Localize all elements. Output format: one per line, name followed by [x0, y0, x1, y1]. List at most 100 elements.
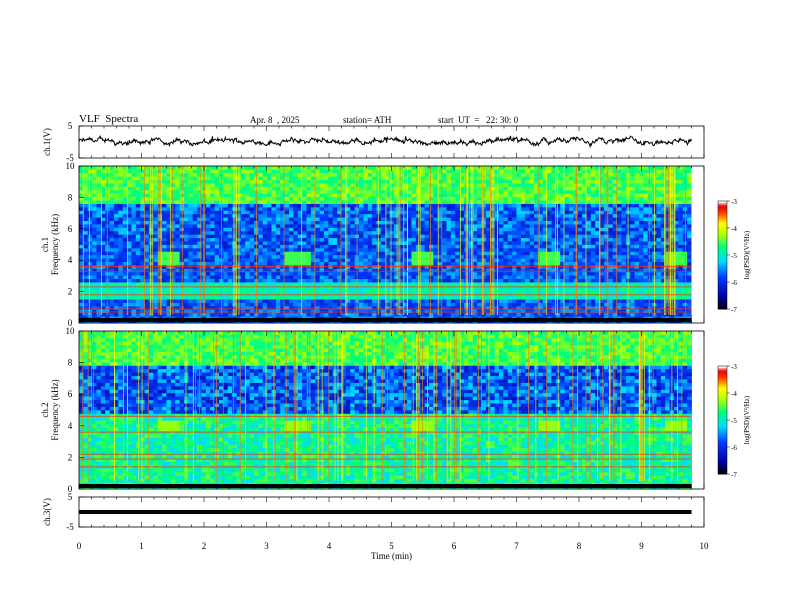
spectrogram-cell	[166, 295, 172, 300]
spectrogram-cell	[516, 196, 522, 201]
spectrogram-cell	[485, 169, 491, 174]
spectrogram-cell	[87, 196, 93, 201]
spectrogram-cell	[472, 234, 478, 239]
spectrogram-cell	[529, 172, 535, 177]
spectrogram-cell	[516, 275, 522, 280]
spectrogram-cell	[468, 186, 474, 191]
spectrogram-cell	[310, 189, 316, 194]
spectrogram-cell	[306, 241, 312, 245]
spectrogram-cell	[140, 234, 146, 239]
spectrogram-cell	[542, 295, 548, 300]
spectrogram-cell	[109, 210, 115, 215]
spectrogram-cell	[363, 254, 369, 259]
spectrogram-cell	[166, 166, 172, 170]
spectrogram-cell	[227, 196, 233, 201]
spectrogram-cell	[398, 292, 404, 297]
spectrogram-cell	[350, 241, 356, 245]
spectrogram-cell	[114, 224, 119, 228]
spectrogram-cell	[149, 213, 154, 218]
spectrogram-cell	[245, 258, 251, 262]
spectrogram-cell	[192, 302, 198, 307]
spectrogram-cell	[240, 206, 246, 211]
spectrogram-cell	[402, 305, 408, 310]
spectrogram-cell	[275, 305, 281, 310]
spectrogram-cell	[271, 302, 277, 307]
spectrogram-cell	[144, 206, 150, 211]
spectrogram-cell	[315, 230, 321, 235]
spectrogram-cell	[166, 227, 172, 232]
spectrogram-cell	[302, 169, 307, 174]
spectrogram-cell	[284, 258, 290, 262]
spectrogram-cell	[205, 189, 211, 194]
spectrogram-cell	[455, 186, 461, 191]
spectrogram-cell	[477, 166, 482, 170]
spectrogram-cell	[83, 251, 89, 256]
spectrogram-cell	[324, 309, 329, 314]
spectrogram-cell	[214, 176, 220, 181]
spectrogram-cell	[437, 309, 443, 314]
spectrogram-cell	[520, 309, 526, 314]
spectrogram-cell	[407, 206, 412, 211]
spectrogram-cell	[363, 292, 369, 297]
spectrogram-cell	[512, 268, 517, 273]
spectrogram-cell	[262, 305, 268, 310]
spectrogram-cell	[297, 203, 303, 208]
spectrogram-cell	[267, 169, 272, 174]
spectrogram-cell	[249, 193, 255, 198]
spectrogram-cell	[96, 193, 102, 198]
spectrogram-cell	[293, 224, 299, 228]
spectrogram-cell	[398, 237, 404, 242]
spectrogram-cell	[424, 230, 430, 235]
spectrogram-cell	[332, 186, 338, 191]
spectrogram-cell	[210, 169, 216, 174]
spectrogram-cell	[455, 312, 461, 317]
spectrogram-cell	[197, 206, 202, 211]
spectrogram-cell	[232, 224, 237, 228]
spectrogram-cell	[433, 288, 439, 293]
spectrogram-cell	[345, 186, 351, 191]
spectrogram-cell	[359, 166, 364, 170]
spectrogram-cell	[109, 309, 115, 314]
spectrogram-cell	[210, 196, 216, 201]
spectrogram-cell	[249, 234, 255, 239]
spectrogram-cell	[315, 261, 321, 266]
spectrogram-cell	[534, 282, 539, 286]
spectrogram-cell	[201, 247, 207, 252]
spectrogram-cell	[538, 224, 544, 228]
spectrogram-cell	[284, 299, 290, 303]
spectrogram-cell	[359, 292, 364, 297]
spectrogram-cell	[92, 220, 97, 225]
spectrogram-cell	[144, 305, 150, 310]
spectrogram-cell	[394, 200, 399, 204]
spectrogram-cell	[118, 244, 124, 249]
spectrogram-cell	[284, 305, 290, 310]
spectrogram-cell	[350, 172, 356, 177]
spectrogram-cell	[227, 213, 233, 218]
spectrogram-cell	[170, 292, 176, 297]
spectrogram-cell	[306, 203, 312, 208]
spectrogram-cell	[411, 213, 417, 218]
spectrogram-cell	[131, 254, 137, 259]
spectrogram-cell	[214, 295, 220, 300]
spectrogram-cell	[398, 305, 404, 310]
spectrogram-cell	[359, 227, 364, 232]
spectrogram-cell	[131, 196, 137, 201]
spectrogram-cell	[472, 196, 478, 201]
spectrogram-cell	[267, 278, 272, 283]
spectrogram-cell	[503, 258, 509, 262]
spectrogram-cell	[332, 275, 338, 280]
spectrogram-cell	[192, 183, 198, 187]
spectrogram-cell	[341, 268, 347, 273]
spectrogram-cell	[79, 179, 84, 184]
spectrogram-cell	[149, 230, 154, 235]
spectrogram-cell	[188, 227, 194, 232]
spectrogram-cell	[258, 230, 264, 235]
spectrogram-cell	[411, 172, 417, 177]
spectrogram-cell	[455, 247, 461, 252]
spectrogram-cell	[332, 220, 338, 225]
spectrogram-cell	[184, 258, 189, 262]
spectrogram-cell	[345, 234, 351, 239]
spectrogram-cell	[446, 312, 452, 317]
spectrogram-cell	[267, 172, 272, 177]
spectrogram-cell	[450, 189, 456, 194]
